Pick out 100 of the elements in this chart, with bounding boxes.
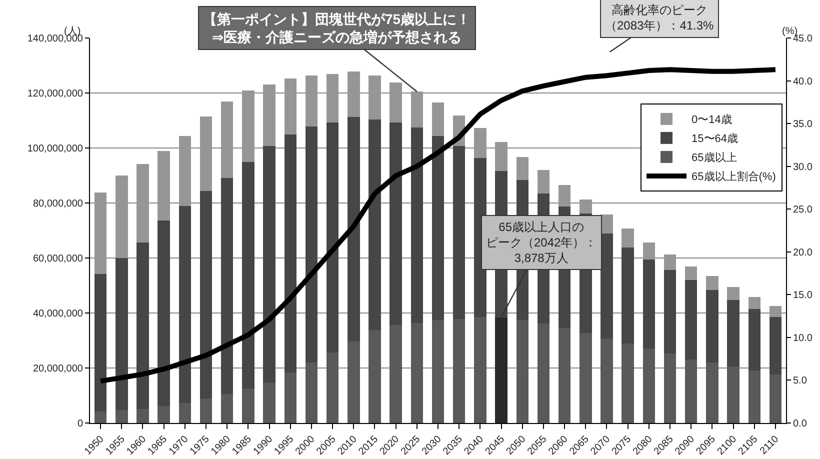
bar <box>284 78 296 134</box>
bar <box>664 254 676 270</box>
bar <box>706 290 718 362</box>
bar <box>368 330 381 423</box>
bar <box>305 362 318 423</box>
bar <box>748 370 760 423</box>
bar <box>326 122 339 353</box>
bar <box>390 82 402 122</box>
y-tick-label: 100,000,000 <box>27 144 84 154</box>
bar <box>622 228 634 248</box>
legend-label: 65歳以上割合(%) <box>692 170 776 184</box>
bar <box>642 348 656 423</box>
bar <box>136 408 149 423</box>
bar <box>769 374 782 423</box>
bar <box>537 170 550 194</box>
bar <box>410 322 424 423</box>
bar <box>116 410 128 423</box>
bar <box>263 382 276 423</box>
y2-tick-label: 30.0 <box>793 162 813 173</box>
bar <box>684 266 698 280</box>
bar <box>178 136 192 206</box>
bar <box>178 403 192 423</box>
bar <box>474 128 486 158</box>
y2-tick-label: 10.0 <box>793 332 813 344</box>
y2-tick-label: 20.0 <box>793 247 813 258</box>
legend-label: 65歳以上 <box>692 151 737 164</box>
y2-tick-label: 40.0 <box>793 76 813 88</box>
bar <box>706 276 718 290</box>
bar <box>432 320 444 423</box>
bar <box>516 157 528 180</box>
y2-tick-label: 15.0 <box>793 290 813 302</box>
bar <box>326 74 339 122</box>
y-tick-label: 0 <box>77 418 84 430</box>
bar <box>284 372 296 423</box>
bar <box>94 192 107 274</box>
bar <box>94 412 107 423</box>
bar <box>348 117 360 342</box>
y-tick-label: 140,000,000 <box>27 34 84 44</box>
bar <box>136 242 149 409</box>
bar <box>516 320 528 423</box>
bar <box>558 328 571 423</box>
bar <box>305 76 318 126</box>
y-tick-label: 40,000,000 <box>32 308 84 320</box>
bar <box>580 332 592 423</box>
bar <box>537 324 550 423</box>
bar <box>326 352 339 423</box>
bar <box>495 142 508 171</box>
bar <box>727 366 740 423</box>
bar <box>348 72 360 118</box>
bar <box>684 359 698 423</box>
legend-label: 0〜14歳 <box>692 113 732 126</box>
bar <box>242 162 254 388</box>
bar <box>116 176 128 258</box>
bar <box>136 164 149 242</box>
y2-tick-label: 5.0 <box>793 376 808 387</box>
bar <box>263 84 276 146</box>
bar <box>242 388 254 423</box>
y2-tick-label: 25.0 <box>793 204 813 216</box>
bar <box>220 178 234 394</box>
y2-tick-label: 0.0 <box>793 418 808 430</box>
bar <box>452 146 466 320</box>
bar <box>664 353 676 423</box>
bar <box>748 297 760 309</box>
bar <box>600 338 613 423</box>
annotation: 65歳以上人口のピーク（2042年）：3,878万人 <box>486 220 597 266</box>
bar <box>220 394 234 423</box>
bar <box>305 126 318 362</box>
bar <box>622 344 634 423</box>
bar <box>727 300 740 366</box>
bar <box>368 119 381 330</box>
bar <box>94 274 107 412</box>
bar <box>727 287 740 300</box>
bar <box>558 184 571 207</box>
text: 高齢化率のピーク（2083年）：41.3% <box>605 3 714 33</box>
bar <box>158 220 170 406</box>
bar <box>390 324 402 423</box>
bar <box>200 190 212 398</box>
bar <box>684 280 698 360</box>
bar <box>642 259 656 348</box>
bar <box>706 362 718 423</box>
y-tick-label: 80,000,000 <box>32 198 84 210</box>
bar <box>284 134 296 372</box>
bar <box>263 146 276 382</box>
bar <box>410 127 424 323</box>
bar <box>452 319 466 423</box>
bar <box>158 151 170 221</box>
bar <box>178 206 192 404</box>
y-tick-label: 120,000,000 <box>27 88 84 100</box>
y2-tick-label: 35.0 <box>793 119 813 130</box>
bar <box>580 200 592 214</box>
bar <box>200 116 212 191</box>
bar <box>432 102 444 136</box>
bar <box>242 90 254 162</box>
bar <box>474 316 486 423</box>
bar <box>769 316 782 374</box>
bar <box>410 92 424 128</box>
legend-label: 15〜64歳 <box>692 132 738 146</box>
bar <box>348 342 360 423</box>
y-tick-label: 60,000,000 <box>32 254 84 264</box>
bar <box>769 306 782 317</box>
